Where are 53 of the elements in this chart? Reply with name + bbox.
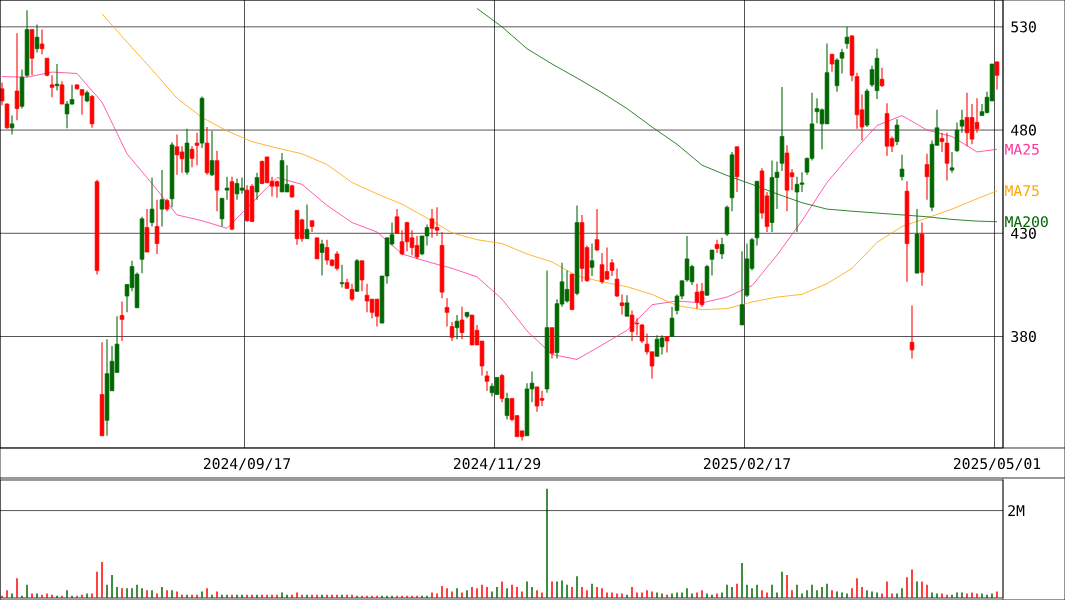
series-label: MA200 [1005,216,1048,228]
ref-line-label: 2M [1008,505,1025,517]
candlestick [149,177,155,228]
x-tick-label: 2024/11/29 [453,458,541,471]
series-label: MA25 [1005,143,1039,155]
candlestick [119,300,125,342]
candlestick [209,130,215,177]
candlestick [879,67,885,88]
candlestick [459,306,465,340]
y-tick-label: 430 [1011,227,1036,239]
candlestick [924,153,930,201]
candlestick [719,237,725,260]
candlestick [714,239,720,254]
y-tick-label: 380 [1011,330,1036,343]
candlestick [54,63,60,92]
candlestick [589,243,595,277]
candlestick [34,24,40,53]
candlestick [314,237,320,260]
candlestick [949,151,955,174]
y-tick-label: 530 [1011,21,1036,33]
candlestick [844,26,850,50]
candlestick [909,305,915,359]
candlestick [624,294,630,317]
x-tick-label: 2025/02/17 [703,458,791,471]
candlestick [364,283,370,313]
candlestick [504,392,510,421]
line-series [1,71,998,360]
candlestick [59,80,65,105]
candlestick [454,314,460,340]
candlestick [994,60,1000,91]
x-tick-label: 2025/05/01 [953,458,1041,471]
candlestick [899,154,905,181]
candlestick [154,199,160,255]
candlestick [894,118,900,146]
candlestick [159,169,165,228]
candlestick [664,335,670,354]
candlestick [14,32,20,121]
candlestick [499,373,505,403]
candlestick [319,239,325,276]
candlestick [39,28,45,55]
candlestick [324,239,330,266]
x-tick-label: 2024/09/17 [203,458,291,471]
candlestick [9,115,15,136]
series-label: MA75 [1005,185,1039,197]
candlestick [339,264,345,289]
line-series [101,13,998,311]
y-tick-label: 480 [1011,124,1036,136]
candlestick [484,370,490,392]
candlestick [359,260,365,292]
candlestick [304,204,310,240]
candlestick [594,208,600,252]
candlestick [254,172,260,201]
candlestick [174,134,180,176]
